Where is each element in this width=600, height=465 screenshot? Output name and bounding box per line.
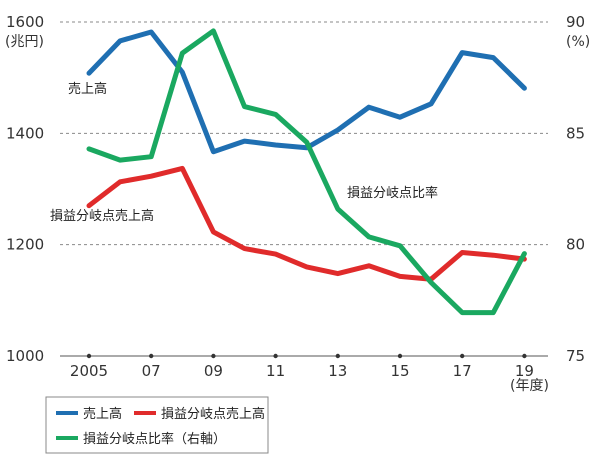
x-tick-mark bbox=[522, 353, 527, 359]
series-line-breakeven-sales bbox=[86, 165, 527, 282]
legend-label-breakeven-ratio: 損益分岐点比率（右軸） bbox=[83, 431, 226, 447]
x-tick-label: 13 bbox=[328, 362, 347, 380]
y-left-tick-label: 1600 bbox=[6, 13, 44, 31]
x-tick-mark bbox=[397, 353, 403, 359]
x-tick-mark bbox=[273, 353, 278, 359]
x-tick-mark bbox=[86, 353, 92, 359]
x-tick-label: 19 bbox=[515, 362, 534, 380]
series-group bbox=[86, 28, 527, 316]
x-tick-mark bbox=[149, 353, 154, 359]
x-tick-label: 11 bbox=[266, 362, 285, 380]
y-axis-left: 1000 1200 1400 1600 bbox=[6, 13, 44, 365]
y-left-tick-label: 1400 bbox=[6, 124, 44, 142]
y-left-tick-label: 1200 bbox=[6, 236, 44, 254]
y-left-unit-label: (兆円) bbox=[5, 34, 44, 50]
annotation-breakeven-sales: 損益分岐点売上高 bbox=[50, 208, 154, 224]
x-tick-mark bbox=[335, 353, 340, 359]
annotation-breakeven-ratio: 損益分岐点比率 bbox=[347, 185, 438, 201]
legend: 売上高 損益分岐点売上高 損益分岐点比率（右軸） bbox=[45, 396, 269, 454]
x-tick-mark bbox=[460, 353, 465, 359]
x-tick-mark bbox=[211, 353, 216, 359]
y-axis-right: 75 80 85 90 bbox=[566, 13, 585, 365]
x-unit-label: (年度) bbox=[510, 378, 549, 394]
legend-label-sales: 売上高 bbox=[83, 406, 122, 422]
x-axis: 2005 07 09 11 13 15 17 19 bbox=[70, 353, 534, 380]
x-tick-label: 17 bbox=[453, 362, 472, 380]
legend-label-breakeven-sales: 損益分岐点売上高 bbox=[161, 406, 265, 422]
y-right-tick-label: 85 bbox=[566, 124, 585, 142]
annotation-sales: 売上高 bbox=[68, 81, 107, 97]
x-tick-label: 07 bbox=[142, 362, 161, 380]
x-tick-label: 09 bbox=[204, 362, 223, 380]
y-right-tick-label: 80 bbox=[566, 236, 585, 254]
series-line-breakeven-ratio bbox=[86, 28, 527, 316]
x-tick-label: 2005 bbox=[70, 362, 108, 380]
y-right-tick-label: 75 bbox=[566, 347, 585, 365]
y-left-tick-label: 1000 bbox=[6, 347, 44, 365]
grid bbox=[60, 21, 548, 357]
legend-box bbox=[45, 396, 269, 454]
x-tick-label: 15 bbox=[390, 362, 409, 380]
y-right-unit-label: (%) bbox=[566, 34, 590, 50]
y-right-tick-label: 90 bbox=[566, 13, 585, 31]
